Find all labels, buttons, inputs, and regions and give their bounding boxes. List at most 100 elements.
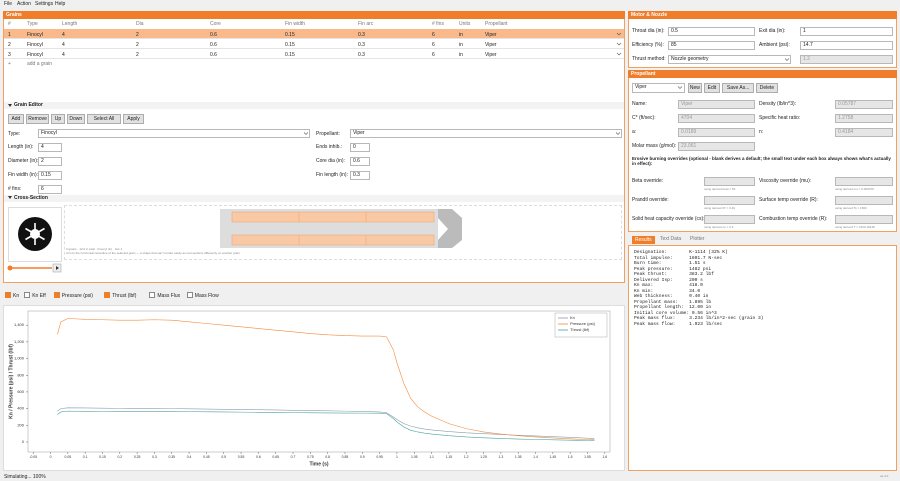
text-input[interactable] (704, 177, 755, 186)
table-cell: in (459, 51, 463, 58)
text-input[interactable]: 1.2 (800, 55, 893, 64)
section-header: Cross-Section (4, 195, 624, 202)
text-input[interactable]: 4 (38, 143, 62, 152)
button[interactable]: Up (51, 114, 65, 124)
add-row-label[interactable]: add a grain (27, 61, 53, 67)
button[interactable]: Edit (703, 83, 721, 93)
table-row[interactable] (4, 49, 624, 59)
button[interactable]: Remove (25, 114, 50, 124)
column-header: Units (459, 21, 471, 27)
field-label: Density (lb/in^3): (759, 101, 797, 107)
result-line: Propellant mass: 1.895 lb (634, 299, 712, 305)
text-input[interactable]: 0.3 (350, 171, 370, 180)
text-input[interactable]: 14.7 (800, 41, 893, 50)
checkbox-label[interactable]: Pressure (psi) (61, 292, 93, 299)
field-label: Thrust method: (632, 56, 666, 62)
text-input[interactable]: Viper (678, 100, 755, 109)
button[interactable]: Down (66, 114, 85, 124)
text-input[interactable]: 0 (350, 143, 370, 152)
field-label: Exit dia (in): (759, 28, 786, 34)
field-label: Ends inhib.: (316, 144, 343, 150)
column-header: # fins (432, 21, 444, 27)
text-input[interactable]: 0.0189 (678, 128, 755, 137)
field-label: Molar mass (g/mol): (632, 143, 677, 149)
text-input[interactable]: 1.2758 (835, 114, 893, 123)
tab[interactable]: Results (632, 236, 655, 244)
dropdown[interactable]: Viper (632, 83, 685, 93)
button[interactable]: Select All (87, 114, 121, 124)
text-input[interactable] (835, 215, 893, 224)
table-cell: Viper (485, 51, 497, 58)
table-cell: Viper (485, 41, 497, 48)
checkbox-label[interactable]: Mass Flux (157, 292, 181, 299)
text-input[interactable]: 0.4184 (835, 128, 893, 137)
dropdown[interactable]: Viper (350, 129, 622, 138)
chart-area (3, 305, 625, 471)
field-label: Fin width (in): (8, 172, 39, 178)
text-input[interactable]: 0.05787 (835, 100, 893, 109)
table-row[interactable] (4, 29, 624, 39)
checkbox[interactable] (186, 292, 193, 298)
checkbox[interactable] (149, 292, 156, 298)
dropdown[interactable]: Finocyl (38, 129, 310, 138)
table-cell: 6 (432, 51, 435, 58)
menu-item[interactable]: Settings (35, 1, 54, 7)
table-cell: 0.6 (210, 51, 217, 58)
text-input[interactable]: 0.6 (350, 157, 370, 166)
checkbox[interactable] (104, 292, 111, 298)
button[interactable]: Delete (756, 83, 778, 93)
text-input[interactable]: 6 (38, 185, 62, 194)
text-input[interactable]: 2 (38, 157, 62, 166)
field-label: Propellant: (316, 131, 340, 137)
text-input[interactable] (835, 177, 893, 186)
status-text: Simulating... 100% (4, 474, 46, 480)
text-input[interactable]: 23.061 (678, 142, 755, 151)
checkbox[interactable] (53, 292, 60, 298)
field-label: Specific heat ratio: (759, 115, 801, 121)
table-row[interactable] (4, 39, 624, 49)
cross-section-image (8, 207, 62, 262)
menu-item[interactable]: Action (17, 1, 31, 7)
column-header: # (8, 21, 11, 27)
text-input[interactable]: 1 (800, 27, 893, 36)
cross-section-note: 3 grains · 12.0 in total · Finocyl (in) … (66, 247, 123, 251)
checkbox-label[interactable]: Thrust (lbf) (112, 292, 137, 299)
text-input[interactable]: 85 (668, 41, 755, 50)
button[interactable]: Save As... (722, 83, 755, 93)
result-line: Peak mass flow: 1.923 lb/sec (634, 321, 723, 327)
text-input[interactable]: 0.5 (668, 27, 755, 36)
dropdown[interactable]: Nozzle geometry (668, 55, 791, 64)
field-label: Solid heat capacity override (cs): (632, 216, 705, 222)
field-label: Type: (8, 131, 21, 137)
table-cell: 4 (62, 41, 65, 48)
text-input[interactable] (704, 215, 755, 224)
table-cell: 2 (8, 41, 11, 48)
table-cell: 0.15 (285, 51, 295, 58)
button[interactable]: Apply (123, 114, 144, 124)
field-label: Surface temp override (R): (759, 197, 818, 203)
tab[interactable]: Plotter (690, 236, 705, 242)
add-row-marker[interactable]: + (8, 61, 11, 67)
button[interactable]: New (688, 83, 702, 93)
menu-item[interactable]: File (4, 1, 13, 7)
checkbox[interactable] (24, 292, 31, 298)
checkbox-label[interactable]: Mass Flow (194, 292, 219, 299)
button[interactable]: Add (8, 114, 24, 124)
checkbox-label[interactable]: Kn Eff (32, 292, 46, 299)
override-hint: using derived cs = 0.3 (704, 225, 734, 229)
tab[interactable]: Text Data (660, 236, 682, 242)
field-label: a: (632, 129, 637, 135)
result-line: Kn min: 34.0 (634, 288, 701, 294)
table-cell: 0.15 (285, 31, 295, 38)
text-input[interactable]: 0.15 (38, 171, 62, 180)
text-input[interactable]: 4704 (678, 114, 755, 123)
text-input[interactable] (835, 196, 893, 205)
field-label: Fin length (in): (316, 172, 348, 178)
menu-item[interactable]: Help (55, 1, 66, 7)
field-label: Length (in): (8, 144, 34, 150)
table-cell: Finocyl (27, 31, 43, 38)
text-input[interactable] (704, 196, 755, 205)
checkbox[interactable] (5, 292, 11, 298)
result-line: Peak thrust: 383.2 lbf (634, 272, 714, 277)
checkbox-label[interactable]: Kn (13, 292, 20, 299)
